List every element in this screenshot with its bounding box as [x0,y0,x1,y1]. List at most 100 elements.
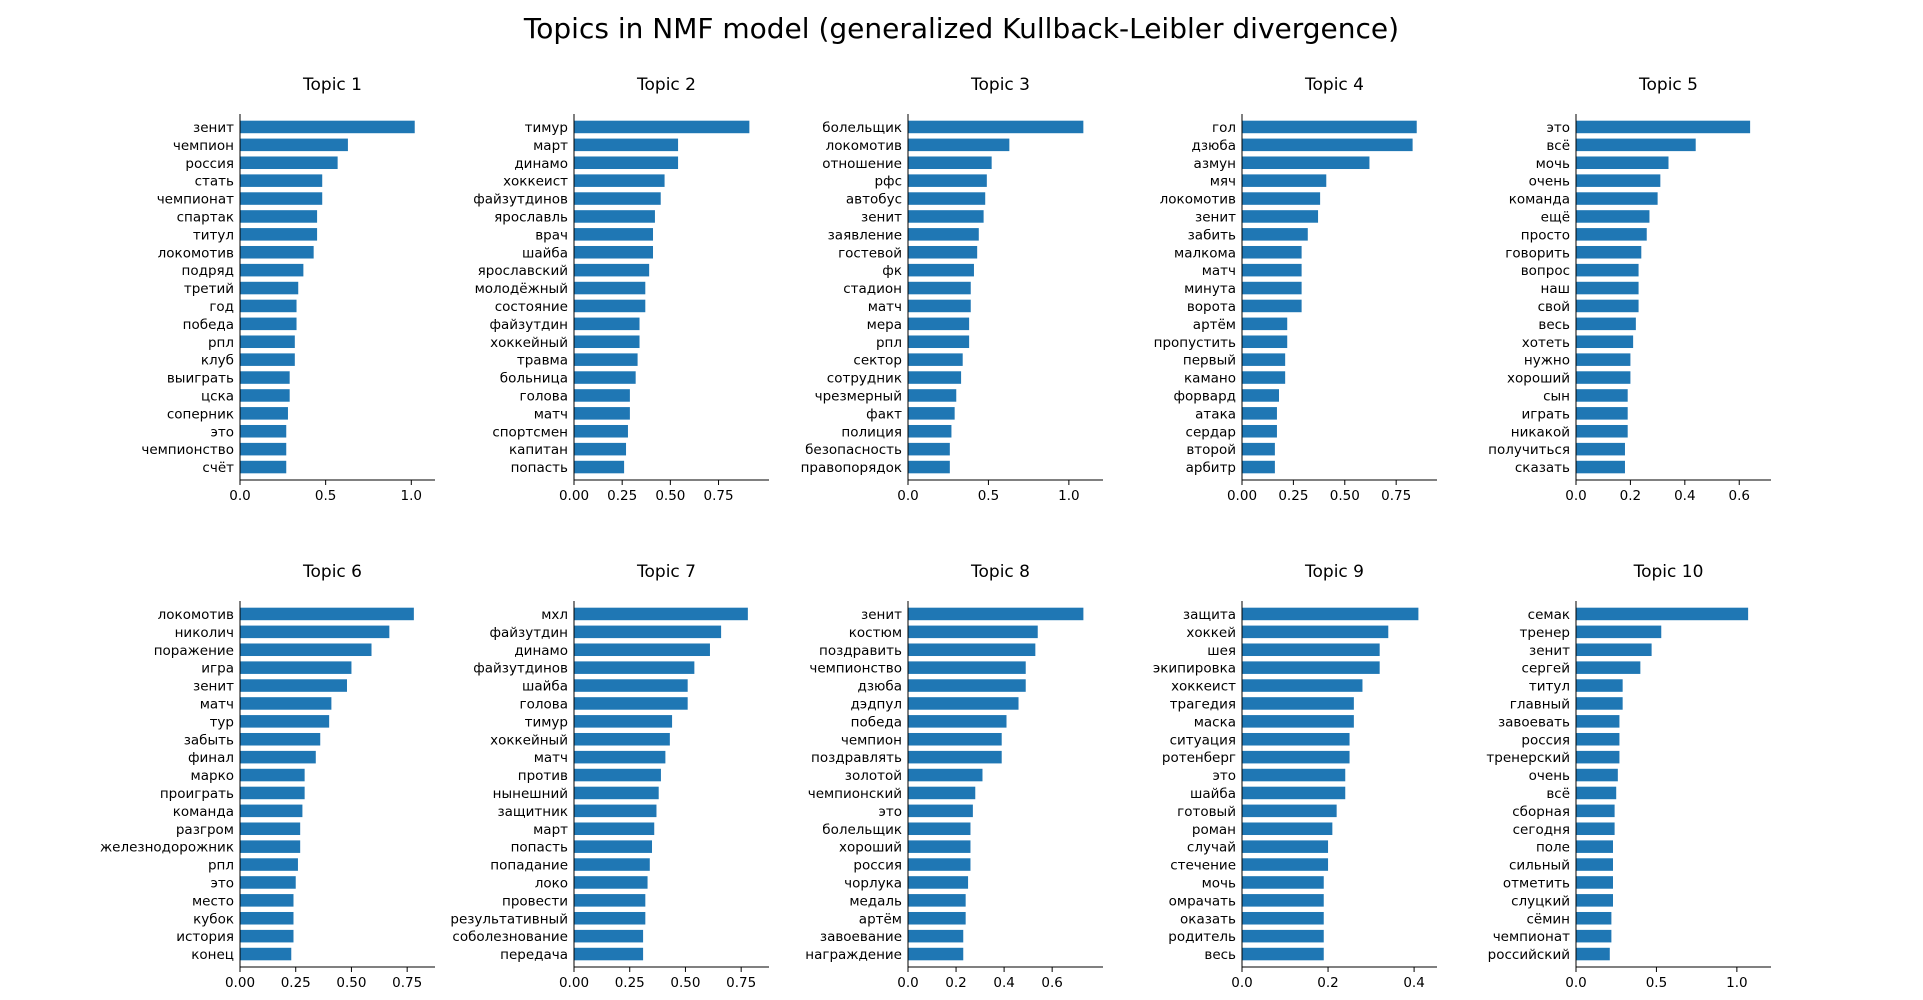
bar [1576,804,1615,818]
category-label: травма [517,353,568,369]
x-tick-label: 0.5 [978,488,999,504]
bar [1576,299,1639,313]
bar [574,281,646,295]
bar [1576,768,1618,782]
bar [908,192,986,205]
category-label: чемпионство [809,661,902,677]
bar [1576,263,1639,277]
category-label: сегодня [1513,822,1570,838]
category-label: чемпион [173,138,234,154]
category-label: безопасность [805,442,902,458]
bar [1242,750,1350,764]
category-label: тимур [525,120,568,136]
bar [1576,643,1652,657]
category-label: локомотив [826,138,902,154]
category-label: играть [1521,406,1570,422]
category-label: это [1546,120,1570,136]
bar [240,786,305,800]
bar [908,732,1002,746]
category-label: мера [867,317,902,333]
bar [908,715,1007,728]
category-label: попасть [511,460,568,476]
bar [908,389,957,402]
category-label: третий [184,281,234,297]
category-label: ворота [1187,299,1236,315]
bar [1242,786,1346,800]
bar [1242,156,1370,170]
category-label: против [518,768,568,784]
x-tick-label: 0.0 [897,975,918,991]
category-label: ситуация [1170,732,1236,748]
category-label: ярославль [494,209,568,225]
bar [1576,335,1634,349]
bar [574,156,679,170]
x-tick-label: 0.0 [1565,488,1586,504]
category-label: завоевание [820,929,902,945]
category-label: гол [1212,120,1236,136]
subplot-title: Topic 7 [636,562,696,582]
subplot-title: Topic 8 [970,562,1030,582]
category-label: награждение [805,947,902,963]
bar [1576,460,1625,474]
category-label: локомотив [1160,192,1236,208]
category-label: россия [185,156,234,172]
category-label: капитан [509,442,568,458]
category-label: факт [866,406,902,422]
category-label: трагедия [1170,696,1236,712]
bar [908,299,971,313]
bar [1242,281,1302,295]
x-tick-label: 1.0 [1058,488,1079,504]
category-label: тренерский [1486,750,1570,766]
bar [574,389,630,402]
bar [574,424,628,438]
bar [1242,625,1389,639]
bar [1242,299,1302,313]
category-label: это [210,424,234,440]
bar [574,407,630,420]
bar [1576,607,1749,621]
bar [1576,138,1696,152]
bar [1242,894,1324,907]
bar [240,210,318,223]
category-label: говорить [1505,245,1570,261]
bar [574,661,695,674]
category-label: отметить [1503,875,1570,891]
bar [240,804,303,818]
bar [1576,192,1658,205]
category-label: хороший [839,840,902,856]
category-label: шайба [1190,786,1236,802]
bar [574,245,654,259]
category-label: файзутдин [489,317,568,333]
bar [1242,174,1327,187]
bar [574,840,653,853]
category-label: файзутдинов [473,192,568,208]
category-label: дзюба [1192,138,1236,154]
category-label: шея [1207,643,1236,659]
bar [240,317,297,331]
category-label: локо [535,875,568,891]
bar [1576,281,1639,295]
category-label: хоккеист [1171,679,1236,695]
category-label: болельщик [822,120,902,136]
category-label: чрезмерный [815,388,902,404]
category-label: голова [520,696,568,712]
category-label: рпл [876,335,902,351]
x-tick-label: 0.25 [1278,488,1308,504]
category-label: победа [851,714,902,730]
bar [240,245,314,259]
bar [1242,228,1308,241]
bar [1576,625,1662,639]
bar [908,210,984,223]
category-label: костюм [849,625,902,641]
category-label: год [209,299,234,315]
category-label: очень [1529,768,1570,784]
category-label: локомотив [158,607,234,623]
bar [240,858,298,871]
x-tick-label: 0.6 [1728,488,1749,504]
bar [1242,192,1321,205]
bar [240,894,294,907]
bar [574,929,644,943]
subplot-title: Topic 9 [1304,562,1364,582]
bar [1576,245,1642,259]
category-label: рпл [208,335,234,351]
